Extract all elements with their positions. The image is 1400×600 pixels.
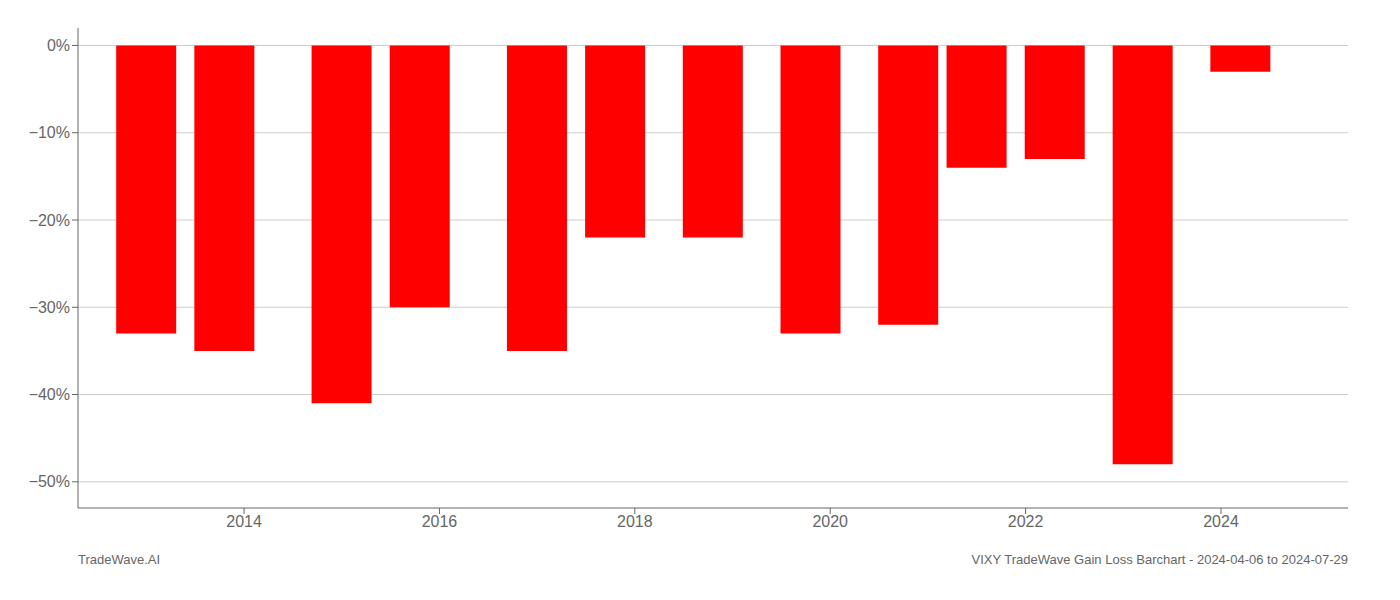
html-text:VIXY TradeWave Gain Loss Barch: VIXY TradeWave Gain Loss Barchart - 2024… (971, 552, 1348, 567)
svg-text:2014: 2014 (226, 513, 262, 530)
svg-text:−20%: −20% (29, 212, 70, 229)
svg-text:2024: 2024 (1203, 513, 1239, 530)
svg-text:−10%: −10% (29, 124, 70, 141)
svg-text:2016: 2016 (422, 513, 458, 530)
svg-text:2020: 2020 (812, 513, 848, 530)
svg-text:2022: 2022 (1008, 513, 1044, 530)
svg-text:−50%: −50% (29, 473, 70, 490)
html-text:TradeWave.AI: TradeWave.AI (78, 552, 161, 567)
svg-text:0%: 0% (47, 37, 70, 54)
svg-text:−30%: −30% (29, 299, 70, 316)
svg-text:2018: 2018 (617, 513, 653, 530)
svg-text:−40%: −40% (29, 386, 70, 403)
